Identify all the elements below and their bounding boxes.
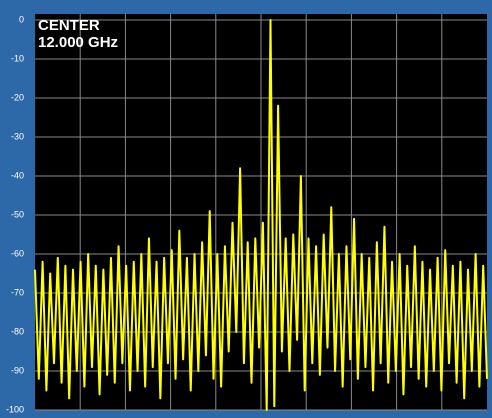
spectrum-trace xyxy=(34,19,488,411)
y-tick-label: -80 xyxy=(11,326,24,336)
annotation: CENTER xyxy=(38,17,100,34)
y-tick-label: -70 xyxy=(11,287,24,297)
trace xyxy=(34,19,488,411)
y-tick-label: -10 xyxy=(11,53,24,63)
y-tick-label: -60 xyxy=(11,248,24,258)
annotation: 12.000 GHz xyxy=(38,34,118,51)
y-tick-label: -30 xyxy=(11,131,24,141)
y-tick-label: 0 xyxy=(19,14,24,24)
y-tick-label: -20 xyxy=(11,92,24,102)
y-tick-label: -100 xyxy=(6,404,24,414)
y-tick-label: -90 xyxy=(11,365,24,375)
y-tick-label: -50 xyxy=(11,209,24,219)
y-tick-label: -40 xyxy=(11,170,24,180)
